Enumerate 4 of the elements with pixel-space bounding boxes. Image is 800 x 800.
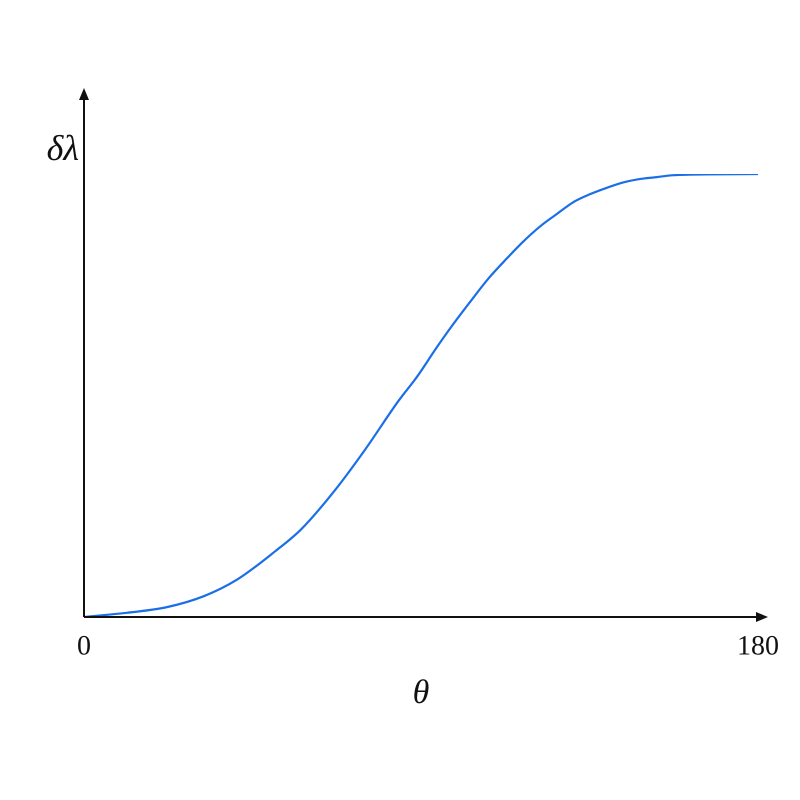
- x-tick-label: 180: [737, 630, 779, 662]
- x-axis-title: θ: [412, 674, 430, 711]
- y-axis-title: δλ: [46, 128, 79, 168]
- x-tick-label: 0: [77, 630, 91, 662]
